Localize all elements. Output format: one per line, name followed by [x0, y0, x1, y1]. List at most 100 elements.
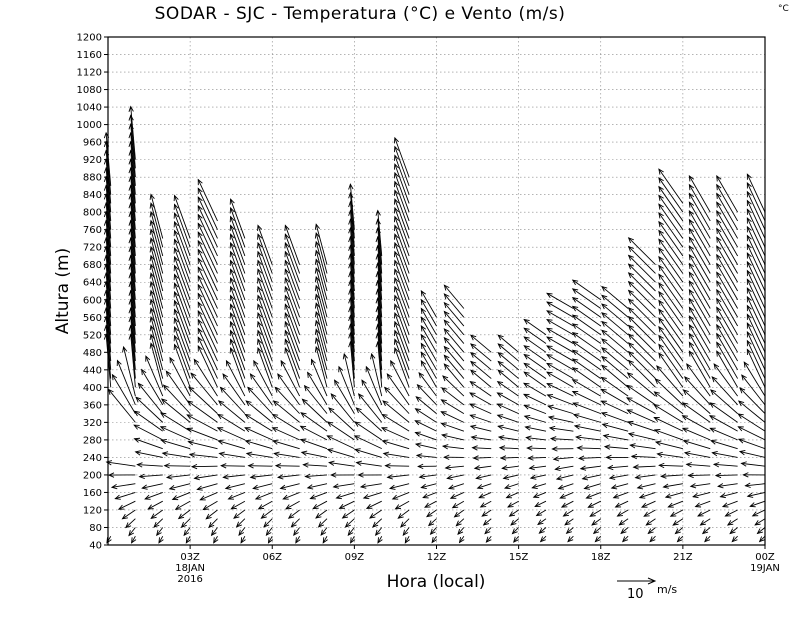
wind-arrow — [393, 163, 410, 204]
wind-arrow — [746, 243, 766, 283]
wind-arrow — [274, 386, 300, 414]
wind-arrow — [300, 450, 328, 458]
wind-arrow — [527, 455, 547, 461]
wind-arrow — [272, 400, 300, 423]
wind-arrow — [681, 402, 711, 423]
wind-arrow — [688, 262, 711, 300]
wind-arrow — [131, 536, 137, 544]
wind-arrow — [719, 492, 738, 499]
wind-arrow — [169, 356, 191, 397]
wind-arrow — [653, 404, 684, 423]
wind-arrow — [347, 527, 355, 537]
wind-arrow — [103, 140, 112, 195]
wind-arrow — [149, 210, 164, 257]
wind-arrow — [114, 492, 136, 500]
wind-arrow — [393, 136, 410, 178]
wind-arrow — [149, 228, 164, 274]
wind-arrow — [415, 453, 437, 459]
wind-arrow — [393, 224, 410, 265]
wind-arrow — [136, 462, 163, 468]
chart-title: SODAR - SJC - Temperatura (°C) e Vento (… — [154, 4, 566, 24]
wind-arrow — [627, 280, 656, 309]
wind-arrow — [716, 192, 739, 230]
wind-arrow — [699, 518, 711, 526]
wind-arrow — [523, 345, 547, 362]
wind-arrow — [751, 509, 766, 517]
wind-arrow — [688, 201, 711, 239]
wind-arrow — [309, 492, 328, 500]
wind-arrow — [173, 290, 191, 335]
wind-arrow — [497, 369, 519, 388]
wind-arrow — [470, 352, 492, 371]
wind-arrow — [658, 177, 684, 213]
wind-arrow — [627, 359, 656, 388]
wind-arrow — [381, 439, 410, 450]
wind-arrow — [523, 415, 547, 423]
wind-arrow — [249, 373, 273, 406]
wind-arrow — [135, 396, 164, 423]
wind-arrow — [523, 318, 547, 336]
wind-arrow — [404, 536, 411, 544]
wind-arrow — [257, 224, 273, 265]
wind-arrow — [440, 422, 465, 432]
wind-arrow — [658, 334, 684, 371]
wind-arrow — [726, 518, 738, 526]
wind-arrow — [496, 380, 519, 397]
wind-arrow — [149, 272, 164, 318]
wind-arrow — [737, 413, 766, 432]
wind-arrow — [716, 350, 739, 388]
wind-arrow — [484, 527, 492, 535]
wind-arrow — [708, 415, 738, 432]
wind-arrow — [481, 509, 492, 517]
y-tick-label: 1080 — [77, 85, 102, 96]
wind-arrow — [546, 371, 574, 388]
wind-arrow — [634, 474, 656, 480]
wind-arrow — [314, 240, 328, 283]
wind-arrow — [229, 259, 246, 300]
wind-arrow — [660, 473, 683, 479]
wind-arrow — [746, 208, 766, 248]
wind-arrow — [388, 483, 410, 490]
wind-arrow — [180, 518, 191, 528]
wind-arrow — [697, 509, 711, 517]
wind-arrow — [571, 332, 602, 353]
y-tick-label: 400 — [83, 383, 102, 394]
wind-arrow — [716, 271, 739, 309]
wind-arrow — [746, 287, 766, 327]
wind-arrow — [326, 448, 355, 458]
x-tick-label: 12Z — [427, 552, 447, 563]
wind-arrow — [393, 180, 410, 222]
wind-arrow — [284, 224, 301, 265]
wind-arrow — [681, 415, 711, 432]
wind-arrow — [393, 329, 410, 370]
wind-arrow — [229, 215, 246, 257]
wind-arrow — [229, 250, 246, 292]
wind-arrow — [632, 464, 656, 470]
wind-arrow — [498, 445, 519, 451]
wind-arrow — [658, 203, 684, 239]
wind-arrow — [443, 328, 465, 353]
wind-arrow — [756, 527, 766, 535]
wind-arrow — [233, 509, 246, 519]
wind-arrow — [758, 535, 766, 543]
wind-arrow — [197, 336, 218, 379]
wind-arrow — [526, 445, 547, 451]
wind-arrow — [245, 400, 273, 423]
wind-arrow — [600, 388, 629, 406]
wind-arrow — [315, 509, 328, 519]
wind-arrow — [153, 518, 164, 528]
wind-arrow — [442, 375, 465, 397]
wind-arrow — [688, 341, 711, 379]
wind-arrow — [217, 400, 246, 423]
wind-arrow — [746, 492, 766, 498]
wind-arrow — [523, 362, 547, 379]
wind-arrow — [546, 394, 574, 406]
wind-arrow — [571, 390, 601, 406]
wind-arrow — [577, 455, 601, 461]
legend-arrow-head — [647, 577, 657, 585]
wind-arrow — [688, 253, 711, 292]
wind-arrow — [737, 438, 766, 450]
wind-arrow — [159, 412, 191, 432]
wind-arrow — [103, 131, 112, 186]
y-tick-label: 200 — [83, 470, 102, 481]
